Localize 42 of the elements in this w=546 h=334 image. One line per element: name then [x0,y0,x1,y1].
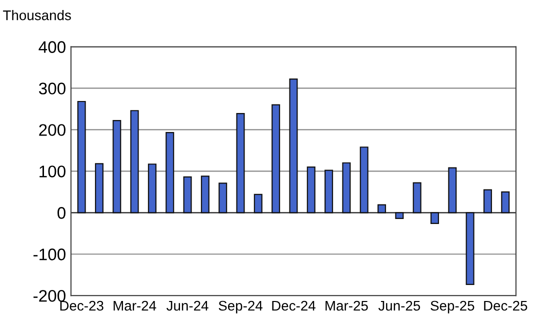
x-tick-label: Sep-24 [218,300,262,314]
y-tick-label: 400 [38,41,66,53]
bar [130,110,139,214]
x-tick-label: Jun-25 [378,300,420,311]
x-tick-label: Dec-23 [60,300,104,311]
bar [94,163,104,214]
bar [183,176,192,214]
bar [324,170,334,214]
bar [395,212,404,220]
bar [412,182,422,214]
bar [166,132,174,214]
bar [448,167,457,214]
x-tick-label: Dec-24 [272,300,316,311]
bar [200,176,210,214]
bar [112,120,122,214]
x-tick-label: Mar-25 [326,300,368,311]
bar [466,212,474,285]
y-tick-label: 200 [39,124,66,136]
bar [483,189,492,214]
bar [148,164,156,214]
y-tick-label: 0 [58,207,66,219]
y-tick-label: -100 [34,248,66,260]
bar [378,204,386,214]
x-tick-label: Jun-24 [166,300,208,311]
y-axis-title: Thousands [3,10,71,20]
bar [254,194,262,214]
x-tick-label: Sep-25 [430,300,474,314]
x-tick-label: Mar-24 [114,300,156,311]
bar [306,166,316,214]
bar [272,104,280,214]
y-tick-label: 100 [40,166,66,178]
bar [218,182,228,214]
bar [430,212,440,224]
bar [360,146,368,214]
bar [289,78,298,214]
bar [236,112,245,214]
bar [77,100,86,214]
x-tick-label: Dec-25 [484,300,528,311]
bar [342,162,351,214]
y-tick-label: 300 [38,82,66,94]
bar [501,191,510,214]
y-tick-label: -200 [34,290,66,302]
